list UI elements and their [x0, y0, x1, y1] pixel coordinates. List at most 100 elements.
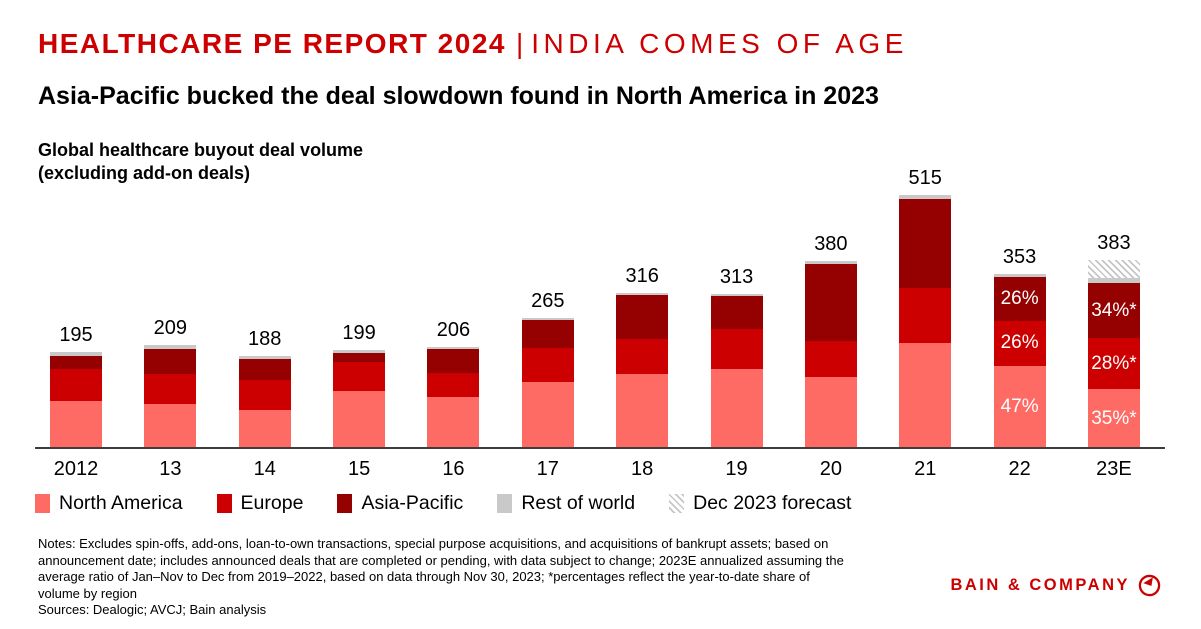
bar-total-label: 515	[908, 166, 942, 189]
bar-column-17: 265 17	[521, 289, 574, 480]
logo-text: BAIN & COMPANY	[950, 576, 1130, 594]
segment-north-america: 47%	[993, 366, 1046, 448]
segment-asia-pacific	[427, 349, 480, 373]
legend-item-europe: Europe	[216, 492, 304, 515]
x-axis-tick-label: 15	[347, 458, 371, 480]
x-axis-tick-label: 18	[631, 458, 654, 480]
bar-total-label: 383	[1097, 231, 1131, 254]
segment-europe	[144, 373, 197, 404]
segment-north-america	[238, 409, 291, 448]
legend-item-rest-of-world: Rest of world	[497, 492, 635, 515]
segment-asia-pacific: 34%*	[1087, 283, 1140, 339]
segment-europe	[804, 340, 857, 378]
segment-north-america	[899, 342, 952, 448]
legend-label-asia-pacific: Asia-Pacific	[361, 492, 464, 514]
segment-asia-pacific	[144, 348, 197, 374]
bar-total-label: 380	[814, 233, 848, 256]
report-edition: INDIA COMES OF AGE	[531, 28, 908, 59]
bar-column-18: 316 18	[616, 264, 669, 480]
segment-asia-pacific	[710, 296, 763, 329]
segment-share-label: 28%*	[1091, 352, 1137, 374]
segment-rest-of-world	[993, 274, 1046, 277]
bain-bullseye-icon	[1138, 574, 1161, 597]
bar-total-label: 199	[342, 322, 376, 345]
legend-label-rest-of-world: Rest of world	[521, 492, 636, 514]
segment-europe: 28%*	[1087, 338, 1140, 390]
segment-rest-of-world	[1087, 278, 1140, 284]
report-title: HEALTHCARE PE REPORT 2024	[38, 28, 506, 59]
bar-column-15: 199 15	[333, 322, 386, 480]
legend-swatch-rest-of-world	[497, 494, 513, 513]
bar-total-label: 188	[248, 327, 282, 350]
bain-company-logo: BAIN & COMPANY	[950, 574, 1161, 597]
segment-share-label: 26%	[1000, 287, 1039, 309]
bar-column-2012: 195 2012	[50, 324, 102, 480]
chart-title: Global healthcare buyout deal volume (ex…	[38, 139, 363, 185]
segment-share-label: 26%	[1000, 332, 1039, 354]
segment-rest-of-world	[333, 350, 386, 353]
chart-title-line-1: Global healthcare buyout deal volume	[38, 140, 364, 160]
x-axis-line	[35, 447, 1165, 449]
segment-rest-of-world	[710, 293, 763, 297]
bar-total-label: 206	[436, 318, 471, 341]
segment-asia-pacific	[899, 198, 952, 289]
bar-total-label: 209	[153, 317, 188, 340]
bar-total-label: 313	[719, 265, 754, 288]
legend-label-europe: Europe	[240, 492, 304, 514]
segment-north-america: 35%*	[1087, 389, 1140, 448]
x-axis-tick-label: 17	[536, 458, 559, 480]
segment-asia-pacific	[238, 358, 291, 381]
bar-column-13: 209 13	[144, 317, 197, 480]
bar-column-23E: 383 34%* 28%* 35%* 23E	[1087, 231, 1140, 480]
legend-label-north-america: North America	[59, 492, 183, 514]
segment-europe: 26%	[993, 320, 1046, 367]
legend-swatch-europe	[216, 494, 232, 513]
segment-north-america	[427, 396, 480, 448]
bar-column-20: 380 20	[804, 233, 857, 480]
x-axis-tick-label: 2012	[53, 458, 99, 480]
segment-north-america	[804, 377, 857, 448]
segment-north-america	[333, 390, 386, 448]
slide-headline: Asia-Pacific bucked the deal slowdown fo…	[38, 82, 879, 110]
x-axis-tick-label: 21	[914, 458, 937, 480]
segment-asia-pacific	[333, 352, 386, 363]
segment-rest-of-world	[427, 346, 480, 350]
segment-share-label: 47%	[1000, 396, 1039, 418]
legend-item-north-america: North America	[35, 492, 183, 515]
bar-total-label: 353	[1002, 246, 1037, 269]
bar-column-22: 353 26% 26% 47% 22	[993, 246, 1046, 480]
segment-rest-of-world	[238, 355, 291, 359]
segment-asia-pacific: 26%	[993, 276, 1046, 321]
segment-rest-of-world	[616, 292, 669, 296]
x-axis-tick-label: 16	[442, 458, 465, 480]
chart-title-line-2: (excluding add-on deals)	[38, 163, 251, 183]
bar-column-21: 515 21	[899, 166, 952, 480]
sources-text: Sources: Dealogic; AVCJ; Bain analysis	[38, 602, 267, 617]
bar-column-14: 188 14	[238, 327, 291, 480]
footnotes: Notes: Excludes spin-offs, add-ons, loan…	[38, 536, 848, 619]
segment-north-america	[616, 374, 669, 448]
segment-north-america	[521, 382, 574, 448]
segment-dec-2023-forecast	[1087, 259, 1140, 279]
x-axis-tick-label: 20	[819, 458, 842, 480]
x-axis-tick-label: 13	[159, 458, 182, 480]
x-axis-tick-label: 23E	[1096, 458, 1132, 480]
bar-total-label: 265	[531, 289, 565, 312]
header-separator: |	[515, 28, 524, 59]
legend-label-dec-2023-forecast: Dec 2023 forecast	[693, 492, 852, 514]
segment-rest-of-world	[521, 317, 574, 321]
segment-rest-of-world	[144, 345, 197, 349]
legend-swatch-north-america	[35, 494, 50, 513]
bar-column-19: 313 19	[710, 265, 763, 480]
x-axis-tick-label: 14	[253, 458, 276, 480]
legend-item-asia-pacific: Asia-Pacific	[337, 492, 463, 515]
bar-column-16: 206 16	[427, 318, 480, 480]
segment-rest-of-world	[50, 352, 102, 357]
legend-swatch-dec-2023-forecast	[669, 494, 685, 513]
segment-rest-of-world	[804, 261, 857, 265]
segment-europe	[899, 288, 952, 343]
bar-total-label: 316	[625, 264, 659, 287]
segment-europe	[333, 362, 386, 391]
legend-swatch-asia-pacific	[337, 494, 353, 513]
